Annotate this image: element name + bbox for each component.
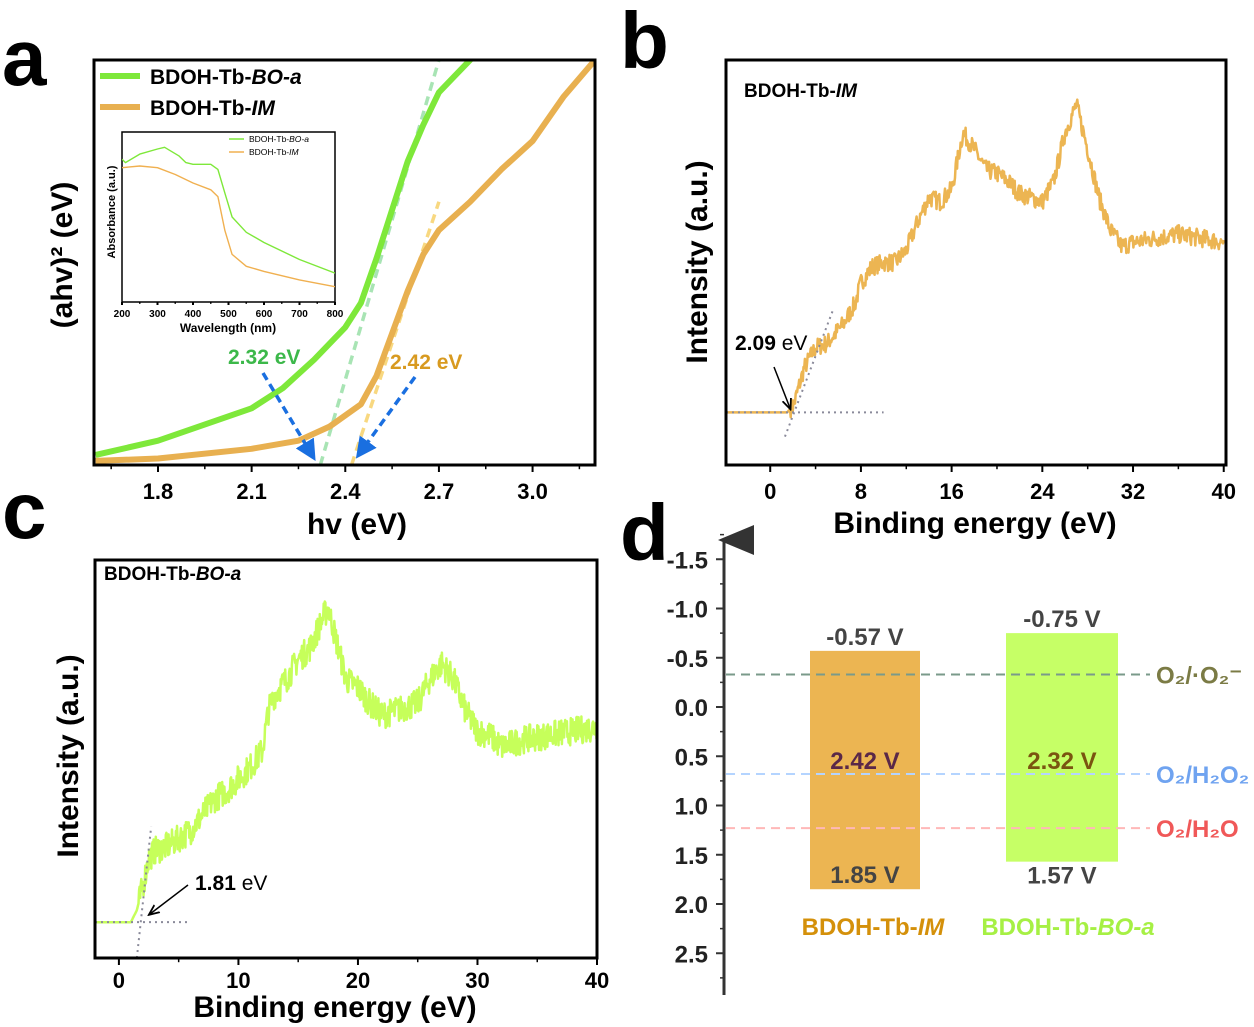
panel-a-chart: 1.8 2.1 2.4 2.7 3.0 hv (eV) (ahv)² (eV) BDOH… <box>46 58 597 541</box>
panel-a-xtick-label: 2.1 <box>236 479 267 504</box>
panel-d-ytick-label: 1.0 <box>675 794 708 821</box>
panel-c-xtick-label: 40 <box>585 968 609 993</box>
panel-b-arrow <box>773 366 790 408</box>
inset-xtick-label: 700 <box>291 309 308 320</box>
panel-d-ytick-label: 2.5 <box>675 941 708 968</box>
panel-a-xlabel: hv (eV) <box>307 508 407 541</box>
panel-c-chart: 0 10 20 30 40 Binding energy (eV) Intensity … <box>52 558 609 1024</box>
panel-c-frame <box>93 558 599 960</box>
inset-ylabel: Absorbance (a.u.) <box>106 165 118 258</box>
legend-label-bo-a: BDOH-Tb-BO-a <box>150 66 302 89</box>
spectrum-bo-a <box>95 600 597 924</box>
inset-legend-im: BDOH-Tb-IM <box>249 147 300 157</box>
panel-a-xtick-label: 2.4 <box>330 479 361 504</box>
inset-xtick-label: 300 <box>149 309 166 320</box>
panel-c-sample-label: BDOH-Tb-BO-a <box>104 564 242 585</box>
panel-c-xtick-label: 20 <box>346 968 370 993</box>
panel-d-ytick-label: 0.5 <box>675 744 708 771</box>
inset-curve-bo-a <box>122 146 335 274</box>
inset-xtick-label: 400 <box>185 309 202 320</box>
redox-label: O₂/H₂O₂ <box>1156 762 1249 789</box>
vb-potential-label: 1.57 V <box>1027 863 1096 890</box>
bandgap-label-bo-a: 2.32 eV <box>228 346 300 369</box>
redox-label: O₂/H₂O <box>1156 816 1239 843</box>
panel-d-ytick-label: -0.5 <box>667 646 708 673</box>
panel-c-xtick-label: 0 <box>113 968 125 993</box>
arrow-im <box>355 375 417 459</box>
panel-a-xtick-label: 1.8 <box>143 479 174 504</box>
cb-potential-label: -0.75 V <box>1023 606 1100 633</box>
inset-xtick-label: 200 <box>114 309 131 320</box>
inset-xtick-label: 800 <box>327 309 344 320</box>
panel-a-xtick-label: 3.0 <box>517 479 548 504</box>
inset-curve-im <box>122 165 335 288</box>
panel-a-ylabel: (ahv)² (eV) <box>46 182 79 329</box>
curve-im <box>95 60 595 464</box>
panel-b-xtick-label: 40 <box>1211 479 1235 504</box>
panel-d-ytick-label: -1.0 <box>667 597 708 624</box>
sample-label-im: BDOH-Tb-IM <box>802 914 946 941</box>
inset-legend-bo-a: BDOH-Tb-BO-a <box>249 134 309 144</box>
inset-xlabel: Wavelength (nm) <box>180 321 276 335</box>
panel-b-xtick-label: 32 <box>1121 479 1145 504</box>
panel-b-sample-label: BDOH-Tb-IM <box>744 81 858 102</box>
panel-c-ylabel: Intensity (a.u.) <box>52 654 85 857</box>
panel-b-frame <box>724 58 1228 467</box>
inset-xtick-label: 600 <box>256 309 273 320</box>
panel-c-xlabel: Binding energy (eV) <box>193 991 476 1024</box>
redox-label: O₂/·O₂⁻ <box>1156 662 1242 689</box>
curve-bo-a <box>94 60 474 458</box>
panel-d-ytick-label: 1.5 <box>675 843 708 870</box>
panel-a-xtick-label: 2.7 <box>424 479 455 504</box>
arrow-bo-a <box>261 372 316 462</box>
bandgap-value-label: 2.42 V <box>830 748 899 775</box>
panel-letter-d: d <box>620 488 669 577</box>
panel-b-xtick-label: 24 <box>1030 479 1055 504</box>
vb-potential-label: 1.85 V <box>830 862 899 889</box>
panel-b-ylabel: Intensity (a.u.) <box>681 160 714 363</box>
panel-letter-a: a <box>2 13 47 102</box>
panel-d-ytick-label: -1.5 <box>667 547 708 574</box>
panel-b-vb-label: 2.09 eV <box>735 332 807 355</box>
panel-d-band-diagram: -1.5 -1.0 -0.5 0.0 0.5 1.0 1.5 2.0 2.5 -0.57 V 2.… <box>667 525 1249 995</box>
panel-c-xtick-label: 10 <box>226 968 250 993</box>
panel-b-xtick-label: 16 <box>939 479 963 504</box>
panel-b-xlabel: Binding energy (eV) <box>833 507 1116 540</box>
tangent-line <box>135 826 153 958</box>
band-bar-im <box>810 650 920 890</box>
inset-chart: 200 300 400 500 600 700 800 Wavelength (nm) Ab… <box>106 131 344 335</box>
panel-b-chart: 0 8 16 24 32 40 Binding energy (eV) Intensity… <box>681 58 1236 540</box>
bandgap-label-im: 2.42 eV <box>390 351 462 374</box>
panel-letter-b: b <box>620 0 669 85</box>
panel-c-arrow <box>150 884 189 914</box>
cb-potential-label: -0.57 V <box>826 624 903 651</box>
panel-c-vb-label: 1.81 eV <box>195 872 267 895</box>
inset-frame <box>121 131 336 303</box>
panel-d-ytick-label: 0.0 <box>675 695 708 722</box>
panel-letter-c: c <box>2 466 47 555</box>
panel-b-xtick-label: 8 <box>855 479 867 504</box>
bandgap-value-label: 2.32 V <box>1027 748 1096 775</box>
legend-label-im: BDOH-Tb-IM <box>150 97 275 120</box>
band-bar-bo-a <box>1006 633 1118 862</box>
panel-c-xtick-label: 30 <box>465 968 489 993</box>
tangent-line <box>784 310 834 438</box>
inset-xtick-label: 500 <box>220 309 237 320</box>
panel-d-ytick-label: 2.0 <box>675 892 708 919</box>
panel-b-xtick-label: 0 <box>764 479 776 504</box>
sample-label-bo-a: BDOH-Tb-BO-a <box>981 914 1154 941</box>
spectrum-im <box>726 98 1225 419</box>
